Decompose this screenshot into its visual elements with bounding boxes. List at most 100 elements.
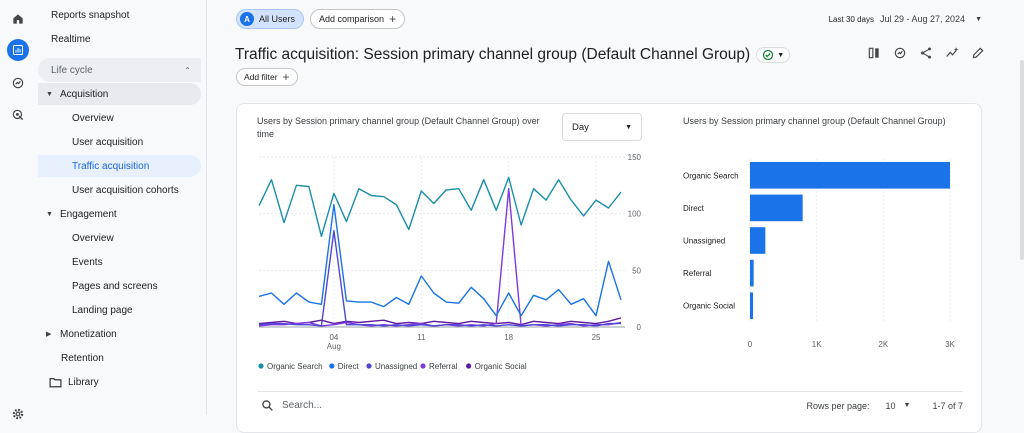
icon-rail [0,0,36,420]
legend-item-unassigned: Unassigned [366,362,417,371]
legend-swatch [329,363,335,369]
x-tick-label: 0 [748,340,753,349]
chevron-up-icon[interactable]: ⌃ [184,65,191,75]
nav-pages-and-screens[interactable]: Pages and screens [72,275,158,297]
x-tick-label: 18 [504,333,513,342]
category-label: Direct [683,204,705,213]
add-comparison-button[interactable]: Add comparison + [310,9,406,29]
reports-icon[interactable] [7,39,29,61]
settings-icon[interactable] [7,403,29,425]
date-range: Jul 29 - Aug 27, 2024 [879,14,966,24]
home-icon[interactable] [7,8,29,30]
nav-user-acquisition[interactable]: User acquisition [72,131,143,153]
bar-direct [750,194,803,222]
bar-chart[interactable]: Organic Search Direct Unassigned Referral Or… [667,104,983,384]
y-tick-label: 0 [637,323,642,332]
legend-item-organic-social: Organic Social [466,362,527,371]
nav-reports-snapshot[interactable]: Reports snapshot [51,4,129,26]
legend-swatch [466,363,472,369]
x-tick-label: 11 [417,333,426,342]
nav-traffic-acquisition[interactable]: Traffic acquisition [72,155,149,177]
all-users-chip[interactable]: A All Users [236,9,305,29]
nav-engagement[interactable]: ▼ Engagement [46,203,117,225]
rows-per-page-label: Rows per page: [806,400,870,411]
rows-per-page-value: 10 [885,400,896,411]
button-label: Add comparison [319,14,385,24]
explore-icon[interactable] [7,72,29,94]
legend-item-organic-search: Organic Search [258,362,323,371]
nav-monetization[interactable]: ▶ Monetization [46,323,117,345]
nav-label: Reports snapshot [51,9,130,21]
data-quality-badge[interactable]: ▼ [756,47,791,63]
search-input[interactable]: Search... [282,400,323,411]
nav-acquisition[interactable]: ▼ Acquisition [46,83,108,105]
divider [206,0,207,415]
legend-swatch [420,363,426,369]
share-icon[interactable] [918,45,934,61]
x-tick-label: Aug [327,342,341,351]
category-label: Unassigned [683,237,725,246]
series-line-organic-search [258,176,622,237]
nav-retention[interactable]: Retention [61,347,104,369]
legend-label: Referral [429,362,458,371]
legend-swatch [366,363,372,369]
add-filter-button[interactable]: Add filter + [236,68,298,86]
rows-per-page-select[interactable]: 10 ▼ [886,401,911,411]
nav-eng-overview[interactable]: Overview [72,227,114,249]
series-line-unassigned [258,230,621,327]
comparison-bar: A All Users Add comparison + [236,9,406,29]
caret-down-icon: ▼ [777,51,785,59]
bar-unassigned [750,227,766,254]
page-scrollbar[interactable] [1020,60,1024,260]
chip-label: All Users [259,14,296,24]
nav-events[interactable]: Events [72,251,103,273]
nav-realtime[interactable]: Realtime [51,28,90,50]
y-tick-label: 150 [628,153,642,162]
legend-label: Organic Social [475,362,527,371]
nav-label: User acquisition [72,136,144,148]
avatar: A [240,12,254,26]
page-title: Traffic acquisition: Session primary cha… [235,46,751,63]
x-tick-label: 1K [812,340,822,349]
nav-label: Pages and screens [72,280,158,292]
selected-highlight [38,155,201,177]
legend-label: Organic Search [267,362,323,371]
x-tick-label: 3K [945,340,955,349]
nav-label: Landing page [72,304,133,316]
line-chart-title: Users by Session primary channel group (… [257,116,540,139]
date-range-picker[interactable]: Last 30 days Jul 29 - Aug 27, 2024 ▼ [829,14,982,24]
edit-pencil-icon[interactable] [970,45,986,61]
nav-label: Retention [61,352,104,364]
nav-label: Engagement [60,208,117,220]
x-tick-label: 04 [329,333,338,342]
acquisition-highlight [38,83,201,105]
nav-label: Overview [72,112,114,124]
bar-organic-social [750,292,753,319]
nav-label: Realtime [51,33,91,45]
search-icon [262,400,273,411]
granularity-dropdown[interactable]: Day ▼ [562,113,642,141]
legend-label: Unassigned [375,362,417,371]
nav-landing-page[interactable]: Landing page [72,299,133,321]
nav-label: Library [68,376,99,388]
series-line-referral [258,188,622,327]
x-tick-label: 2K [878,340,888,349]
trend-sparkle-icon[interactable] [944,45,960,61]
nav-section-lifecycle[interactable]: Life cycle ⌃ [38,58,201,82]
category-label: Referral [683,269,712,278]
advertising-icon[interactable] [7,104,29,126]
bar-referral [750,259,754,287]
nav-label: Acquisition [60,88,109,100]
nav-acq-overview[interactable]: Overview [72,107,114,129]
caret-right-icon: ▶ [46,331,52,338]
bar-organic-search [750,162,950,189]
nav-label: User acquisition cohorts [72,184,179,196]
nav-user-acquisition-cohorts[interactable]: User acquisition cohorts [72,179,179,201]
insights-icon[interactable] [892,45,908,61]
nav-label: Overview [72,232,114,244]
caret-down-icon: ▼ [46,90,53,98]
nav-library[interactable]: Library [49,371,99,393]
compare-columns-icon[interactable] [866,45,882,61]
y-tick-label: 50 [632,266,641,275]
